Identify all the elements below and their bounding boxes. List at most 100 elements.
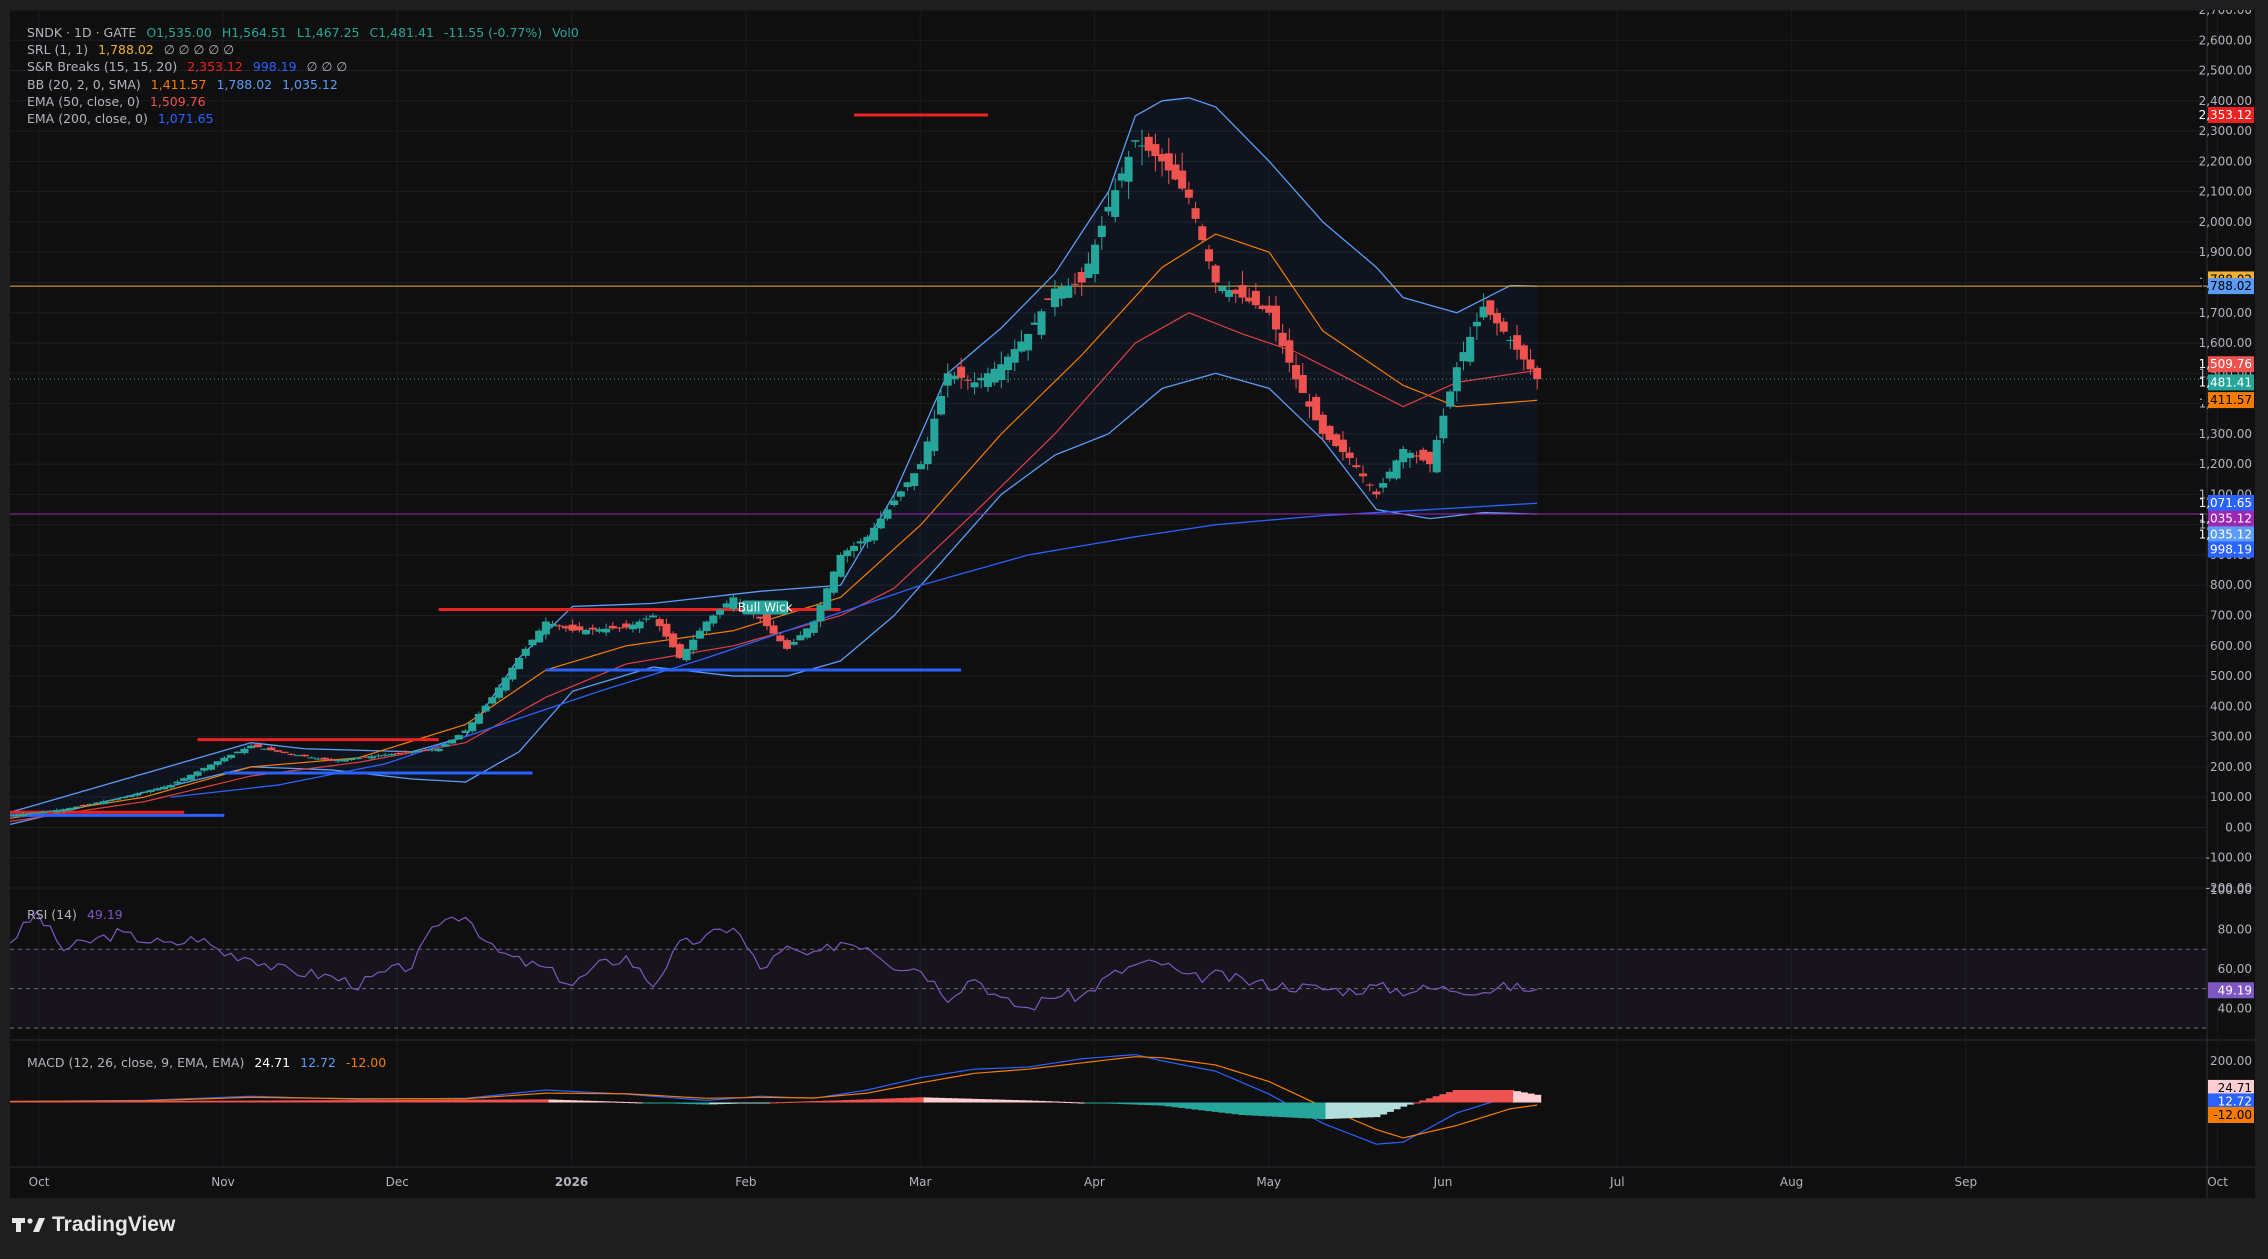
candle-body [133, 793, 142, 796]
macd-hist-bar [1258, 1102, 1267, 1117]
macd-hist-bar [334, 1100, 343, 1103]
candle-body [1050, 288, 1059, 308]
macd-hist-bar [468, 1099, 477, 1103]
candle-body [1271, 305, 1280, 330]
sr-breaks-row[interactable]: S&R Breaks (15, 15, 20) 2,353.12 998.19 … [27, 58, 585, 75]
macd-hist-bar [1513, 1091, 1522, 1103]
srl-name[interactable]: SRL (1, 1) [27, 42, 89, 58]
candle-body [454, 735, 463, 740]
macd-hist-bar [1245, 1102, 1254, 1116]
rsi-tick-label: 100.00 [2210, 883, 2252, 897]
candle-body [1425, 451, 1435, 465]
candle-body [662, 623, 671, 637]
macd-hist-bar [1077, 1102, 1086, 1104]
macd-hist-bar [1010, 1100, 1019, 1103]
candle-body [849, 545, 858, 551]
candle-body [32, 812, 41, 814]
macd-hist-bar [287, 1100, 296, 1103]
macd-hist-bar [1472, 1090, 1481, 1103]
macd-hist-bar [327, 1100, 336, 1103]
macd-hist-bar [1325, 1102, 1334, 1119]
macd-hist-bar [1439, 1094, 1448, 1103]
candle-body [715, 609, 725, 615]
candle-body [407, 751, 416, 753]
macd-hist-bar [669, 1102, 678, 1104]
candle-body [548, 623, 557, 627]
candle-body [287, 753, 296, 755]
tradingview-brand[interactable]: TradingView [12, 1213, 175, 1237]
candle-body [1211, 265, 1220, 283]
macd-hist-bar [1117, 1102, 1126, 1105]
signal-line [10, 1056, 1538, 1139]
price-badge [2208, 107, 2254, 124]
candle-body [387, 754, 396, 756]
srl-row[interactable]: SRL (1, 1) 1,788.02 ∅ ∅ ∅ ∅ ∅ [27, 41, 585, 58]
candle-body [206, 764, 215, 770]
candle-body [1178, 170, 1187, 189]
symbol-row[interactable]: SNDK · 1D · GATE O1,535.00 H1,564.51 L1,… [27, 24, 585, 41]
bb-row[interactable]: BB (20, 2, 0, SMA) 1,411.57 1,788.02 1,0… [27, 76, 585, 93]
macd-hist-bar [407, 1099, 416, 1103]
x-tick-label: Oct [29, 1175, 50, 1189]
candle-body [434, 748, 443, 752]
macd-hist-bar [401, 1099, 410, 1103]
macd-legend[interactable]: MACD (12, 26, close, 9, EMA, EMA) 24.71 … [27, 1055, 392, 1070]
symbol-label[interactable]: SNDK · 1D · GATE [27, 25, 137, 40]
macd-name[interactable]: MACD (12, 26, close, 9, EMA, EMA) [27, 1055, 245, 1070]
price-badge-label: 998.19 [2210, 543, 2252, 557]
candle-body [46, 810, 55, 812]
price-badge [2208, 510, 2254, 527]
candle-body [1225, 290, 1234, 297]
candle-body [910, 473, 919, 487]
candle-body [19, 813, 28, 817]
macd-hist-bar [19, 1101, 28, 1103]
candle-body [1285, 340, 1294, 363]
macd-hist-bar [1526, 1093, 1535, 1103]
candle-body [1151, 144, 1160, 157]
ema50-row[interactable]: EMA (50, close, 0) 1,509.76 [27, 93, 585, 110]
macd-hist-bar [253, 1100, 262, 1103]
candle-body [695, 630, 704, 639]
candle-body [1399, 449, 1408, 463]
candle-body [501, 677, 510, 691]
candle-body [153, 788, 162, 791]
ohlc-open: O1,535.00 [146, 25, 212, 40]
candle-body [99, 801, 108, 805]
ema200-row[interactable]: EMA (200, close, 0) 1,071.65 [27, 110, 585, 127]
macd-hist-bar [635, 1102, 644, 1104]
price-badge-label: 1,035.12 [2199, 527, 2252, 541]
chart-frame[interactable]: Bull Wick 2,700.00 2,600.00 2,500.00 2,400.… [10, 10, 2255, 1198]
macd-hist-bar [1251, 1102, 1260, 1116]
macd-hist-bar [1466, 1090, 1475, 1103]
candle-body [468, 722, 477, 732]
bb-name[interactable]: BB (20, 2, 0, SMA) [27, 76, 141, 92]
macd-hist-bar [541, 1099, 550, 1103]
macd-hist-bar [1292, 1102, 1301, 1118]
macd-hist-bar [280, 1100, 289, 1103]
candle-body [1231, 289, 1240, 294]
rsi-legend[interactable]: RSI (14) 49.19 [27, 907, 129, 922]
price-badge [2208, 1107, 2254, 1123]
macd-hist-bar [99, 1101, 108, 1103]
macd-hist-bar [682, 1102, 691, 1104]
sr-breaks-name[interactable]: S&R Breaks (15, 15, 20) [27, 59, 178, 75]
candle-body [575, 626, 584, 631]
x-tick-label: Dec [386, 1175, 409, 1189]
bb-upper: 1,788.02 [216, 76, 273, 92]
ema50-name[interactable]: EMA (50, close, 0) [27, 93, 140, 109]
macd-hist-bar [260, 1100, 269, 1103]
macd-hist-bar [615, 1101, 624, 1103]
rsi-name[interactable]: RSI (14) [27, 907, 77, 922]
candle-body [1251, 290, 1260, 306]
macd-hist-bar [528, 1099, 537, 1103]
x-tick-label: Mar [909, 1175, 932, 1189]
ema200-name[interactable]: EMA (200, close, 0) [27, 111, 148, 127]
candle-body [836, 554, 845, 577]
candle-body [10, 815, 15, 817]
candle-body [796, 635, 805, 641]
candle-body [789, 642, 798, 645]
macd-hist-bar [548, 1099, 557, 1103]
candle-body [535, 630, 544, 643]
chart-canvas[interactable]: Bull Wick 2,700.00 2,600.00 2,500.00 2,400.… [10, 10, 2255, 1198]
candle-body [655, 619, 664, 627]
